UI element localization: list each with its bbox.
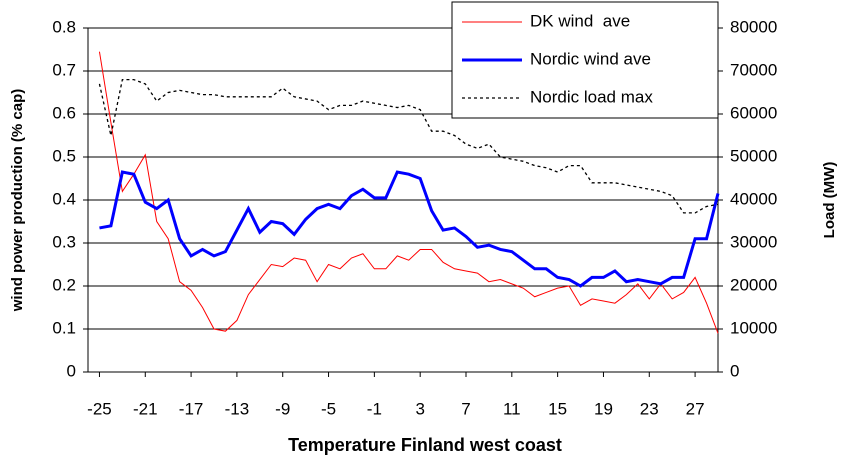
line-series: [99, 170, 720, 288]
y-tick-label: 0.4: [52, 189, 76, 208]
y-tick-label: 0.8: [52, 17, 76, 36]
x-tick-label: -1: [367, 399, 382, 418]
y2-tick-label: 20000: [730, 275, 777, 294]
x-tick-label: 11: [503, 399, 521, 418]
y2-tick-label: 10000: [730, 318, 777, 337]
x-tick-label: -25: [87, 399, 112, 418]
x-tick-label: -13: [225, 399, 250, 418]
y-tick-label: 0.3: [52, 232, 76, 251]
x-tick-label: 3: [415, 399, 424, 418]
y2-tick-label: 0: [730, 361, 739, 380]
y-tick-label: 0.7: [52, 60, 76, 79]
y-tick-label: 0: [67, 361, 76, 380]
line-series: [98, 78, 719, 214]
x-tick-label: 23: [640, 399, 659, 418]
y2-axis-title: Load (MW): [821, 162, 838, 239]
x-axis-title: Temperature Finland west coast: [288, 435, 562, 455]
legend-label: Nordic load max: [530, 87, 653, 106]
y2-tick-label: 70000: [730, 60, 777, 79]
y-axis-title: wind power production (% cap): [9, 89, 26, 313]
y-tick-label: 0.5: [52, 146, 76, 165]
x-tick-label: 15: [548, 399, 567, 418]
x-tick-label: -5: [321, 399, 336, 418]
x-tick-label: 27: [686, 399, 705, 418]
y-tick-label: 0.6: [52, 103, 76, 122]
y2-tick-label: 30000: [730, 232, 777, 251]
y2-tick-label: 50000: [730, 146, 777, 165]
y-tick-label: 0.2: [52, 275, 76, 294]
legend-label: Nordic wind ave: [530, 49, 651, 68]
line-series: [98, 51, 719, 334]
legend-label: DK wind ave: [530, 11, 630, 30]
x-tick-label: -21: [133, 399, 158, 418]
y-tick-label: 0.1: [52, 318, 76, 337]
y2-tick-label: 40000: [730, 189, 777, 208]
x-tick-label: -17: [179, 399, 204, 418]
x-tick-label: -9: [275, 399, 290, 418]
y2-tick-label: 60000: [730, 103, 777, 122]
x-tick-label: 7: [461, 399, 470, 418]
x-tick-label: 19: [594, 399, 613, 418]
y2-tick-label: 80000: [730, 17, 777, 36]
